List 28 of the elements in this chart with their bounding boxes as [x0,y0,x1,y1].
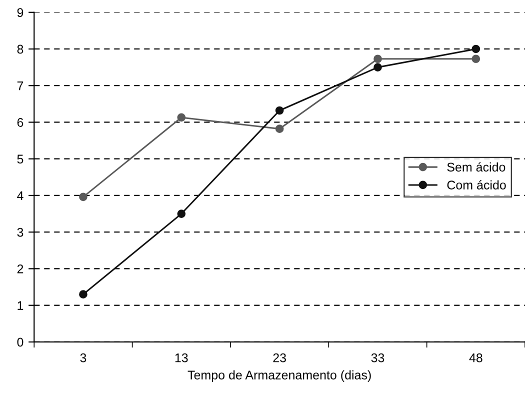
point [472,54,480,64]
x-tick-label: 48 [469,353,482,362]
y-tick-label: 6 [17,118,24,127]
y-tick-label: 5 [17,154,24,164]
point [275,106,284,115]
legend-label: Com ácido [447,180,506,190]
y-tick-label: 1 [18,301,24,310]
y-tick-label: 2 [17,264,24,274]
point [374,63,382,72]
point [79,290,88,299]
y-tick-label: 9 [17,8,24,18]
y-tick-label: 7 [17,82,24,90]
point [374,54,382,64]
x-tick-label: 13 [175,353,188,362]
point [177,210,186,218]
x-tick-label: 33 [371,353,384,362]
x-axis-title: Tempo de Armazenamento (dias) [188,370,371,382]
point [79,192,88,202]
point [177,113,186,122]
y-tick-label: 3 [17,228,24,237]
y-tick-label: 0 [17,338,24,347]
legend-label: Sem ácido [447,162,506,172]
x-tick-label: 23 [273,353,286,362]
point [275,124,284,133]
x-tick-label: 3 [80,353,86,362]
y-tick-label: 8 [17,44,24,54]
point [472,44,480,54]
y-tick-label: 4 [17,191,24,200]
